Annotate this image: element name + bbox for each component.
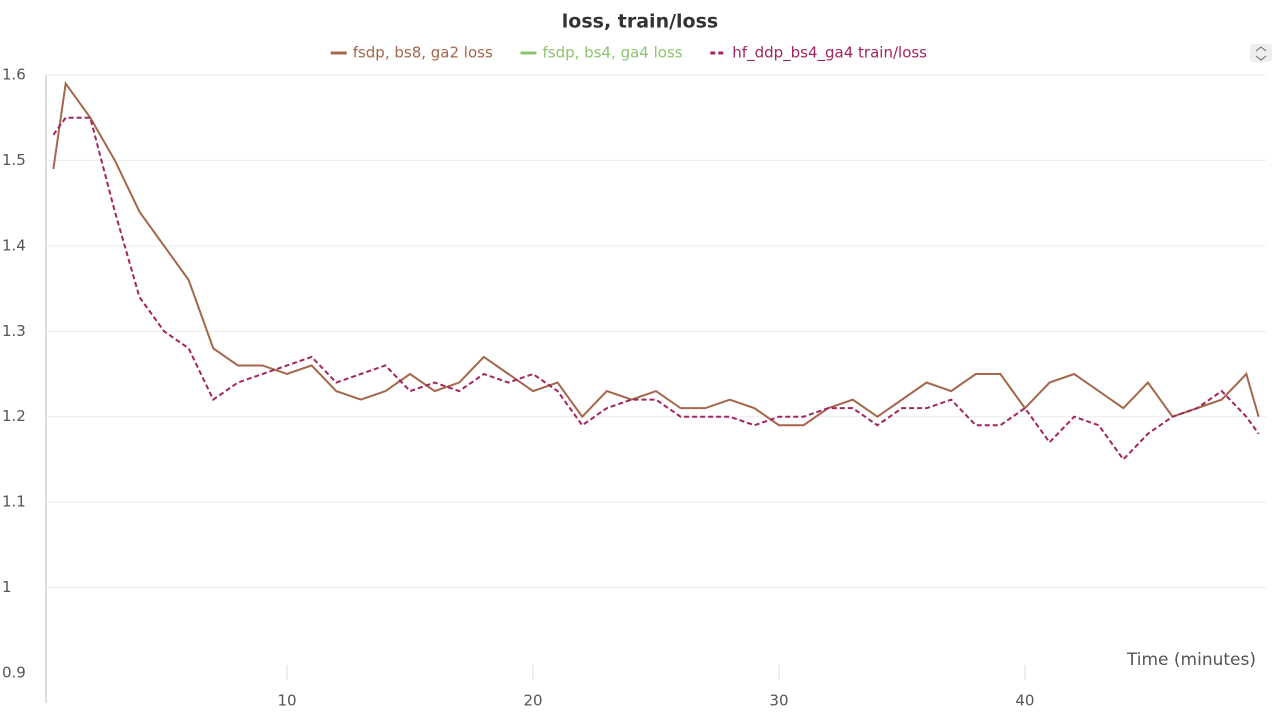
y-tick-label: 1.3 [2,322,26,340]
chart-title: loss, train/loss [562,11,718,33]
y-tick-label: 1.1 [2,493,26,511]
x-tick-label: 40 [1015,692,1034,710]
x-tick-label: 10 [278,692,297,710]
x-tick-label: 20 [523,692,542,710]
series-line [52,116,1260,461]
x-tick-label: 30 [769,692,788,710]
legend-label: fsdp, bs8, ga2 loss [353,44,493,62]
legend-toggle[interactable] [1250,44,1272,62]
x-axis-label: Time (minutes) [1126,650,1256,670]
y-tick-label: 1.4 [2,236,26,254]
legend-label: fsdp, bs4, ga4 loss [543,44,683,62]
legend-label: hf_ddp_bs4_ga4 train/loss [732,44,927,63]
y-tick-label: 1 [2,578,12,596]
y-tick-label: 1.2 [2,407,26,425]
series-line [52,80,1260,427]
y-tick-label: 1.6 [2,66,26,84]
y-tick-label: 1.5 [2,151,26,169]
toggle-icon [1255,46,1267,61]
y-tick-label: 0.9 [2,664,26,682]
